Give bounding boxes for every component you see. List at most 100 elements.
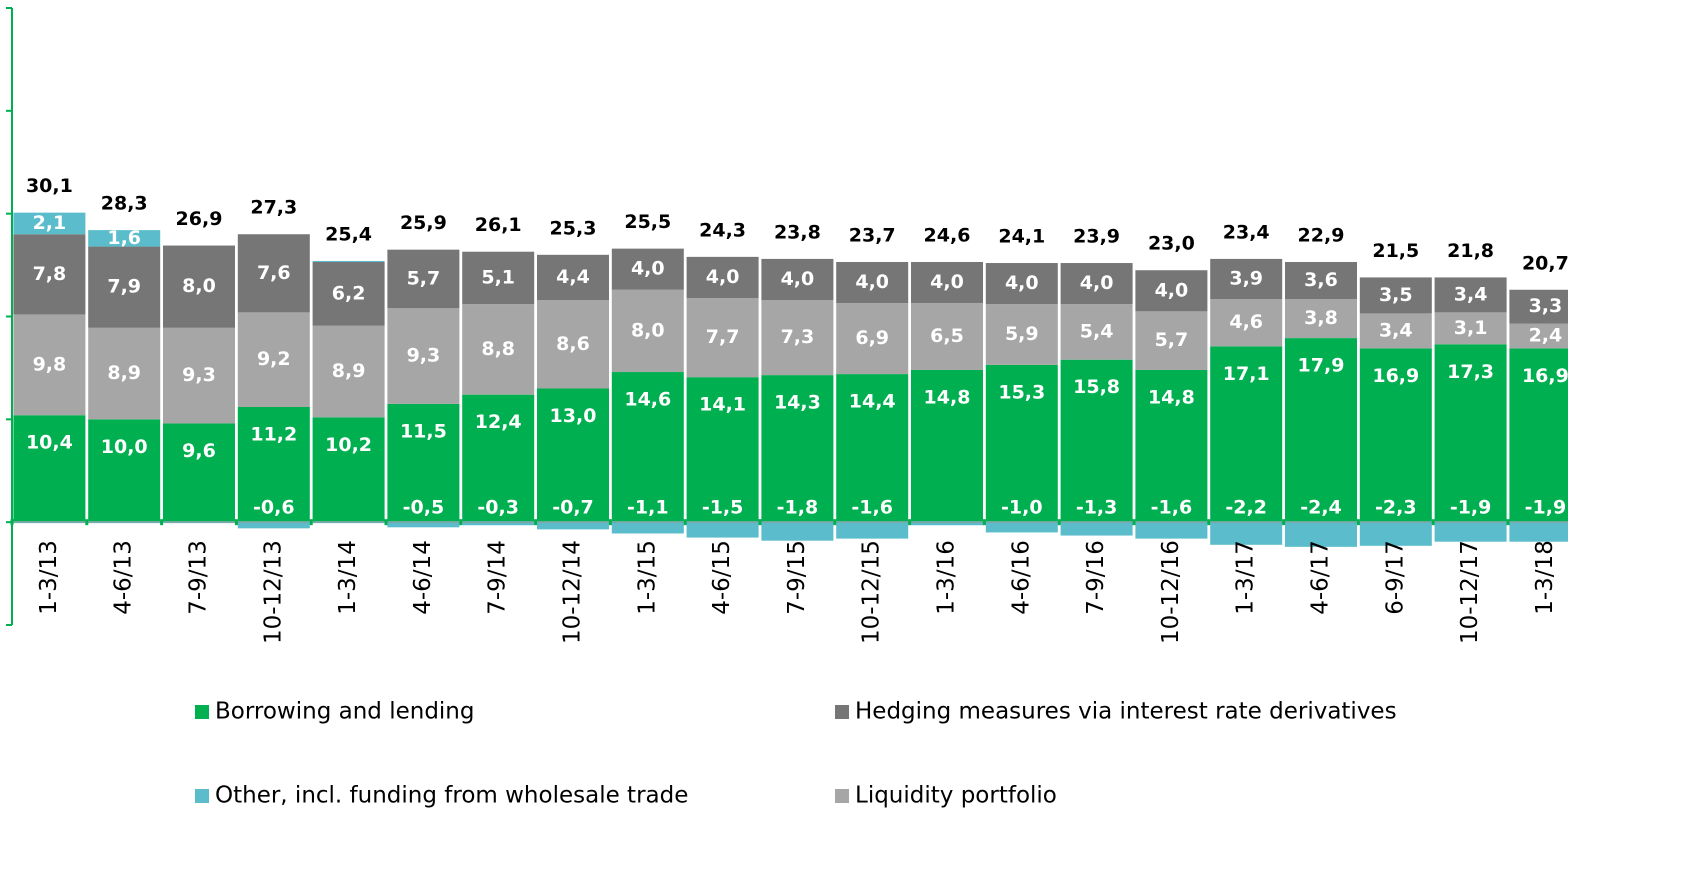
total-label: 24,1 xyxy=(998,226,1045,248)
value-label: 7,6 xyxy=(257,262,291,284)
value-label: 14,3 xyxy=(774,392,821,414)
bar-segment xyxy=(1434,522,1507,542)
x-tick-label: 10-12/17 xyxy=(1457,540,1483,644)
bar-segment xyxy=(911,261,983,304)
value-label: 13,0 xyxy=(550,405,597,427)
bar-segment xyxy=(911,522,983,526)
plot-area: 10,4 9,8 7,8 2,1 30,1 1-3/13 10,0 8,9 7,9 1,6 28,3… xyxy=(6,7,1569,644)
bar-segment xyxy=(13,415,86,523)
bar-segment xyxy=(387,249,460,309)
value-label: -0,7 xyxy=(552,497,594,519)
x-tick-label: 1-3/18 xyxy=(1532,540,1558,615)
value-label: 16,9 xyxy=(1522,365,1569,387)
legend-swatch xyxy=(195,705,209,719)
value-label: 5,7 xyxy=(1155,329,1189,351)
total-label: 27,3 xyxy=(250,197,297,219)
bar-segment xyxy=(836,374,909,523)
value-label: 6,9 xyxy=(855,327,889,349)
value-label: 11,5 xyxy=(400,420,447,442)
value-label: -0,5 xyxy=(403,497,445,519)
bar-segment xyxy=(911,369,983,523)
bar-segment xyxy=(985,364,1058,523)
value-label: 11,2 xyxy=(250,423,297,445)
value-label: 8,9 xyxy=(107,362,141,384)
value-label: 14,1 xyxy=(699,394,746,416)
bar-segment xyxy=(761,300,834,376)
value-label: -0,3 xyxy=(477,497,519,519)
total-label: 25,5 xyxy=(624,211,671,233)
value-label: 14,8 xyxy=(1148,386,1195,408)
value-label: -1,3 xyxy=(1076,497,1118,519)
value-label: 7,7 xyxy=(706,326,740,348)
x-tick-label: 7-9/16 xyxy=(1083,540,1109,615)
value-label: 14,4 xyxy=(849,391,896,413)
legend-swatch xyxy=(835,705,849,719)
value-label: 8,0 xyxy=(182,275,216,297)
value-label: 6,2 xyxy=(332,282,366,304)
value-label: 7,9 xyxy=(107,276,141,298)
legend-label: Liquidity portfolio xyxy=(855,783,1057,809)
legend-swatch xyxy=(195,789,209,803)
bar-segment xyxy=(761,375,834,523)
value-label: 3,6 xyxy=(1304,269,1338,291)
bar-segment xyxy=(537,254,609,301)
x-tick-label: 10-12/13 xyxy=(260,540,286,644)
legend-label: Borrowing and lending xyxy=(215,699,474,725)
value-label: 4,0 xyxy=(1005,272,1039,294)
legend-swatch xyxy=(835,789,849,803)
value-label: 3,3 xyxy=(1529,295,1563,317)
x-tick-label: 1-3/16 xyxy=(934,540,960,615)
bar-segment xyxy=(163,245,235,328)
x-tick-label: 6-9/17 xyxy=(1382,540,1408,615)
value-label: 3,4 xyxy=(1379,319,1413,341)
value-label: 9,6 xyxy=(182,440,216,462)
total-label: 20,7 xyxy=(1522,252,1569,274)
value-label: -2,2 xyxy=(1225,497,1267,519)
x-tick-label: 4-6/16 xyxy=(1008,540,1034,615)
bar-segment xyxy=(1285,522,1357,547)
bar-segment xyxy=(1434,277,1507,313)
value-label: 3,5 xyxy=(1379,284,1413,306)
bar-segment xyxy=(1060,522,1133,536)
bar-segment xyxy=(1060,304,1133,360)
value-label: 7,8 xyxy=(33,263,67,285)
value-label: 15,3 xyxy=(998,381,1045,403)
value-label: 9,3 xyxy=(407,345,441,367)
value-label: -1,9 xyxy=(1525,497,1567,519)
value-label: 17,1 xyxy=(1223,363,1270,385)
total-label: 25,3 xyxy=(550,217,597,239)
bar-segment xyxy=(1210,346,1283,523)
legend-label: Other, incl. funding from wholesale trad… xyxy=(215,783,688,809)
bar-segment xyxy=(537,300,609,389)
bar-segment xyxy=(1060,263,1133,305)
bar-segment xyxy=(1359,277,1432,314)
bar-segment xyxy=(1285,299,1357,339)
total-label: 23,0 xyxy=(1148,233,1195,255)
value-label: 2,1 xyxy=(33,212,67,234)
value-label: -1,1 xyxy=(627,497,669,519)
bar-segment xyxy=(611,248,684,290)
value-label: 5,7 xyxy=(407,267,441,289)
bar-segment xyxy=(1359,348,1432,523)
bar-segment xyxy=(462,251,535,305)
bar-segment xyxy=(985,263,1058,305)
bar-segment xyxy=(985,304,1058,365)
bar-segment xyxy=(1509,348,1568,523)
x-tick-label: 10-12/14 xyxy=(560,540,586,644)
bar-segment xyxy=(88,327,161,420)
value-label: 9,2 xyxy=(257,348,291,370)
bar-segment xyxy=(1434,344,1507,523)
bar-segment xyxy=(1135,369,1208,523)
bar-segment xyxy=(1135,522,1208,539)
x-tick-label: 7-9/13 xyxy=(186,540,212,615)
bar-segment xyxy=(312,261,385,326)
bar-segment xyxy=(387,308,460,404)
x-tick-label: 4-6/17 xyxy=(1308,540,1334,615)
x-tick-label: 4-6/14 xyxy=(410,540,436,615)
x-tick-label: 1-3/17 xyxy=(1233,540,1259,615)
bar-segment xyxy=(611,289,684,373)
bar-segment xyxy=(1434,312,1507,345)
total-label: 22,9 xyxy=(1298,224,1345,246)
value-label: -1,8 xyxy=(777,497,819,519)
